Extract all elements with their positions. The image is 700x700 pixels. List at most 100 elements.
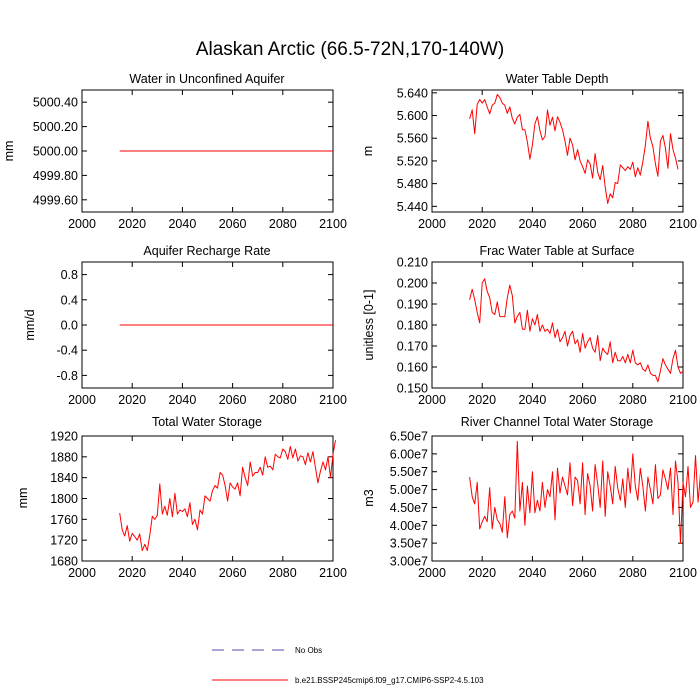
legend-model-label: b.e21.BSSP245cmip6.f09_g17.CMIP6-SSP2-4.… — [295, 676, 484, 685]
panel-title: Total Water Storage — [152, 415, 262, 429]
panel-water-table-depth: Water Table Depth m 2000 2020 2040 2060 2080… — [361, 72, 697, 231]
y-tick-label: 0.180 — [397, 319, 428, 333]
plot-frame — [431, 89, 684, 213]
x-tick-label: 2100 — [319, 217, 347, 231]
y-tick-label: 0.190 — [397, 298, 428, 312]
y-axis-label: mm — [2, 141, 16, 162]
series-line — [469, 440, 700, 544]
x-tick-label: 2100 — [669, 217, 697, 231]
plot-frame — [431, 261, 684, 389]
y-tick-label: 6.00e7 — [390, 447, 428, 461]
x-tick-label: 2100 — [669, 393, 697, 407]
y-axis-label: m — [361, 146, 375, 156]
y-tick-label: 0.170 — [397, 340, 428, 354]
series-line — [119, 440, 336, 552]
x-tick-label: 2020 — [468, 393, 496, 407]
series-line — [469, 278, 684, 383]
x-tick-label: 2000 — [68, 566, 96, 580]
y-tick-label: 3.50e7 — [390, 537, 428, 551]
panel-aquifer-water: Water in Unconfined Aquifer mm 2000 2020 2… — [2, 72, 347, 231]
figure-title: Alaskan Arctic (66.5-72N,170-140W) — [196, 39, 504, 60]
y-tick-label: 5.440 — [397, 200, 428, 214]
x-tick-label: 2040 — [518, 217, 546, 231]
y-tick-label: 4.50e7 — [390, 501, 428, 515]
series-line — [469, 94, 679, 204]
y-tick-label: 5.600 — [397, 109, 428, 123]
x-tick-label: 2000 — [418, 566, 446, 580]
legend-obs-label: No Obs — [295, 646, 322, 655]
y-tick-label: 4999.60 — [33, 193, 78, 207]
y-tick-label: 0.160 — [397, 361, 428, 375]
y-tick-label: 0.150 — [397, 382, 428, 396]
x-tick-label: 2040 — [168, 566, 196, 580]
y-tick-label: -0.8 — [56, 369, 78, 383]
x-tick-label: 2000 — [418, 393, 446, 407]
y-tick-label: 5.480 — [397, 177, 428, 191]
y-tick-label: 3.00e7 — [390, 555, 428, 569]
y-axis-label: mm — [16, 488, 30, 509]
y-tick-label: 1680 — [50, 555, 78, 569]
y-tick-label: 5.640 — [397, 86, 428, 100]
y-tick-label: 1920 — [50, 430, 78, 444]
x-tick-label: 2080 — [619, 566, 647, 580]
y-tick-label: 5000.00 — [33, 145, 78, 159]
x-tick-label: 2020 — [468, 566, 496, 580]
y-tick-label: 1840 — [50, 471, 78, 485]
y-tick-label: 5000.20 — [33, 120, 78, 134]
panel-frac-water-table: Frac Water Table at Surface unitless [0-… — [362, 244, 697, 407]
y-axis-label: unitless [0-1] — [362, 290, 376, 361]
x-tick-label: 2000 — [68, 393, 96, 407]
x-tick-label: 2080 — [619, 217, 647, 231]
x-tick-label: 2020 — [118, 217, 146, 231]
x-tick-label: 2060 — [569, 217, 597, 231]
plot-frame — [431, 435, 684, 562]
x-tick-label: 2060 — [219, 566, 247, 580]
y-tick-label: 1800 — [50, 492, 78, 506]
x-tick-label: 2020 — [118, 566, 146, 580]
x-tick-label: 2080 — [619, 393, 647, 407]
panel-river-channel-storage: River Channel Total Water Storage m3 200… — [362, 415, 700, 580]
x-tick-label: 2040 — [518, 393, 546, 407]
y-tick-label: 1880 — [50, 450, 78, 464]
x-tick-label: 2000 — [68, 217, 96, 231]
x-tick-label: 2080 — [269, 393, 297, 407]
y-tick-label: -0.4 — [56, 344, 78, 358]
x-tick-label: 2060 — [219, 393, 247, 407]
x-tick-label: 2060 — [569, 393, 597, 407]
y-tick-label: 1760 — [50, 513, 78, 527]
y-axis-label: m3 — [362, 489, 376, 506]
x-tick-label: 2000 — [418, 217, 446, 231]
panel-title: Frac Water Table at Surface — [480, 244, 635, 258]
x-tick-label: 2020 — [468, 217, 496, 231]
x-tick-label: 2060 — [569, 566, 597, 580]
panel-title: Aquifer Recharge Rate — [143, 244, 270, 258]
x-tick-label: 2100 — [669, 566, 697, 580]
panel-title: River Channel Total Water Storage — [461, 415, 654, 429]
y-tick-label: 5.520 — [397, 154, 428, 168]
x-tick-label: 2040 — [518, 566, 546, 580]
y-tick-label: 5.00e7 — [390, 483, 428, 497]
x-tick-label: 2020 — [118, 393, 146, 407]
x-tick-label: 2040 — [168, 393, 196, 407]
y-tick-label: 6.50e7 — [390, 430, 428, 444]
x-tick-label: 2080 — [269, 217, 297, 231]
y-tick-label: 4999.80 — [33, 169, 78, 183]
y-tick-label: 0.8 — [61, 268, 78, 282]
x-tick-label: 2040 — [168, 217, 196, 231]
y-tick-label: 1720 — [50, 534, 78, 548]
x-tick-label: 2080 — [269, 566, 297, 580]
y-tick-label: 5.50e7 — [390, 465, 428, 479]
panel-total-water-storage: Total Water Storage mm 2000 2020 2040 2060 2… — [16, 415, 347, 580]
y-axis-label: mm/d — [23, 309, 37, 340]
y-tick-label: 0.4 — [61, 293, 78, 307]
y-tick-label: 0.210 — [397, 256, 428, 270]
y-tick-label: 4.00e7 — [390, 519, 428, 533]
panel-title: Water in Unconfined Aquifer — [129, 72, 284, 86]
legend: No Obs b.e21.BSSP245cmip6.f09_g17.CMIP6-… — [212, 646, 484, 685]
x-tick-label: 2100 — [319, 566, 347, 580]
y-tick-label: 0.0 — [61, 319, 78, 333]
y-tick-label: 5.560 — [397, 132, 428, 146]
panel-recharge-rate: Aquifer Recharge Rate mm/d 2000 2020 2040 2… — [23, 244, 347, 407]
y-tick-label: 0.200 — [397, 277, 428, 291]
